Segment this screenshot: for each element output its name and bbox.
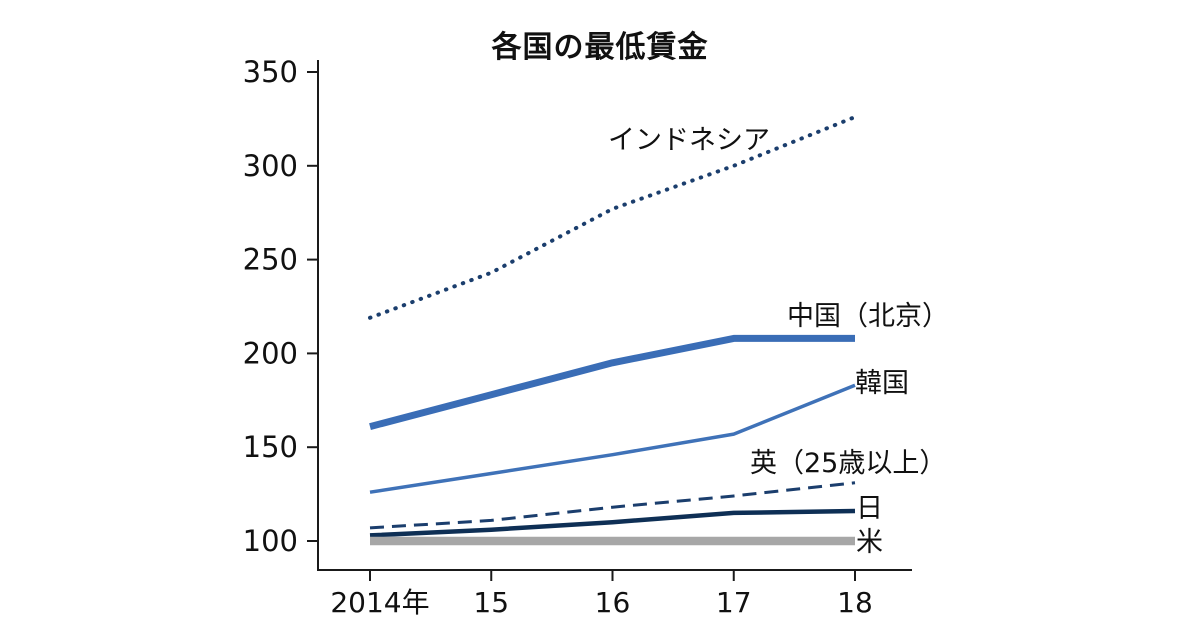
series-line-korea: [369, 383, 856, 494]
y-axis-tick-label: 250: [243, 243, 298, 277]
y-axis-tick-label: 150: [243, 430, 298, 464]
y-axis-tick-label: 300: [243, 149, 298, 183]
x-axis-tick-label: 17: [716, 586, 752, 619]
series-label-china-beijing: 中国（北京）: [787, 301, 949, 332]
y-axis-tick-label: 350: [243, 55, 298, 89]
series-label-japan: 日: [856, 493, 883, 524]
x-axis-tick-label: 2014年: [330, 586, 429, 619]
series-label-indonesia: インドネシア: [608, 125, 770, 156]
x-axis-tick-label: 15: [473, 586, 509, 619]
axis-lines: [317, 60, 912, 571]
series-line-japan: [369, 508, 856, 538]
y-axis-tick-label: 100: [243, 524, 298, 558]
series-label-uk-25plus: 英（25歳以上）: [750, 448, 946, 479]
x-axis-tick-label: 16: [595, 586, 631, 619]
series-label-us: 米: [856, 527, 883, 558]
series-line-uk-25plus: [369, 481, 856, 530]
x-axis-tick-label: 18: [837, 586, 873, 619]
series-label-korea: 韓国: [855, 368, 909, 399]
y-axis-tick-label: 200: [243, 336, 298, 370]
series-line-china-beijing: [369, 334, 855, 430]
chart-title: 各国の最低賃金: [491, 30, 709, 65]
